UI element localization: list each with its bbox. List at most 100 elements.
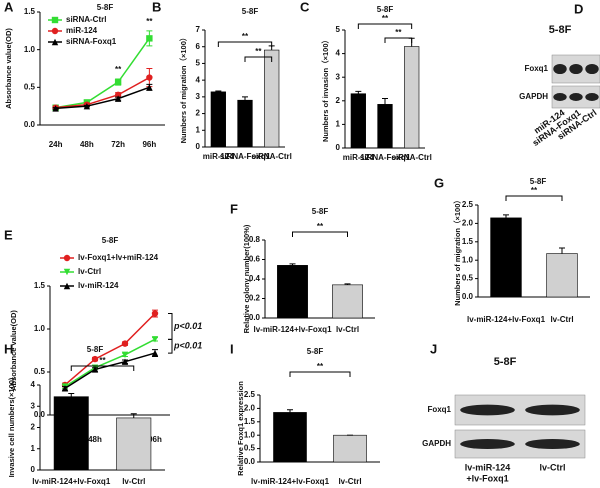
point — [61, 385, 69, 392]
y-axis-label: Numbers of migration（×100） — [178, 34, 188, 144]
error-bar — [344, 283, 351, 285]
y-axis-label: Numbers of migration（×100） — [452, 196, 462, 306]
legend-marker — [63, 254, 71, 262]
significance-bracket — [292, 231, 348, 237]
point — [146, 84, 153, 91]
legend-marker — [51, 16, 59, 24]
panel-letter: A — [4, 0, 14, 14]
chart-title: 5-8F — [377, 5, 394, 14]
row-label: GAPDH — [519, 92, 548, 101]
bar — [332, 284, 363, 319]
point — [146, 74, 153, 81]
x-tick-label: siRNA-Ctrl — [251, 152, 291, 161]
legend-marker — [51, 38, 59, 46]
panel-letter: D — [574, 1, 583, 16]
chart-title: 5-8F — [102, 236, 119, 245]
y-tick-label: 0.5 — [462, 274, 474, 283]
significance-bracket — [357, 23, 413, 29]
legend-label: siRNA-Ctrl — [66, 15, 106, 24]
y-tick-label: 2.5 — [462, 200, 474, 209]
blot-band — [585, 63, 599, 75]
x-tick-label: 24h — [49, 140, 63, 149]
x-tick-label: lv-Ctrl — [338, 477, 361, 486]
y-tick-label: 1.5 — [462, 237, 474, 246]
error-bar — [68, 393, 75, 397]
x-tick-label: siRNA-Foxq1 — [360, 153, 411, 162]
blot-band — [460, 438, 515, 450]
line — [64, 352, 156, 389]
y-tick-label: 0.0 — [249, 313, 261, 322]
error-bar — [130, 413, 137, 418]
y-tick-label: 1 — [196, 125, 201, 134]
y-tick-label: 0.8 — [249, 235, 261, 244]
chart-title: 5-8F — [530, 177, 547, 186]
row-label: Foxq1 — [524, 64, 548, 73]
blot-band — [553, 93, 567, 101]
y-tick-label: 0 — [196, 142, 201, 151]
blot-band — [525, 404, 580, 416]
chart-title: 5-8F — [97, 3, 114, 12]
x-tick-label: lv-miR-124+lv-Foxq1 — [32, 477, 111, 486]
line — [55, 76, 150, 109]
y-axis-label: Absorbance value(OD) — [4, 28, 13, 109]
line — [55, 37, 150, 109]
blot-band — [569, 93, 583, 101]
axis — [49, 286, 170, 416]
point — [121, 351, 129, 358]
blot-band — [553, 63, 567, 75]
error-bar — [503, 214, 509, 218]
significance-label: ** — [317, 362, 324, 371]
y-tick-label: 0 — [336, 143, 341, 152]
significance-bracket — [289, 371, 351, 377]
y-tick-label: 5 — [196, 59, 201, 68]
point — [151, 336, 159, 343]
blot-band — [569, 63, 583, 75]
row-label: GAPDH — [422, 439, 451, 448]
bar — [490, 217, 522, 298]
bar — [264, 49, 280, 148]
x-tick-label: 48h — [80, 140, 94, 149]
significance-bracket — [217, 41, 273, 47]
point — [114, 78, 122, 86]
y-tick-label: 1.0 — [34, 324, 46, 333]
y-tick-label: 0.5 — [34, 367, 46, 376]
y-tick-label: 1 — [31, 444, 36, 453]
y-tick-label: 6 — [196, 42, 201, 51]
legend-marker — [51, 27, 59, 35]
y-tick-label: 0.0 — [244, 457, 256, 466]
y-tick-label: 1 — [336, 120, 341, 129]
point — [114, 95, 122, 102]
y-tick-label: 7 — [196, 25, 201, 34]
bar — [377, 104, 393, 149]
legend-marker — [63, 268, 71, 276]
y-tick-label: 1.5 — [34, 281, 46, 290]
x-tick-label: lv-Ctrl — [122, 477, 145, 486]
panel-letter: C — [300, 0, 310, 14]
panel-letter: I — [230, 341, 234, 356]
significance-label: ** — [317, 222, 324, 231]
y-tick-label: 4 — [336, 49, 341, 58]
y-tick-label: 3 — [31, 401, 36, 410]
chart-title: 5-8F — [242, 7, 259, 16]
point — [83, 102, 91, 110]
y-tick-label: 2 — [336, 96, 341, 105]
y-axis-label: Numbers of invasion（×100） — [320, 36, 330, 142]
significance-label: p<0.01 — [173, 341, 202, 351]
significance-label: ** — [99, 356, 106, 365]
legend-label: lv-miR-124 — [78, 281, 119, 290]
significance-bracket — [70, 365, 135, 371]
legend-marker — [63, 282, 71, 290]
legend-label: siRNA-Foxq1 — [66, 37, 117, 46]
x-tick-label: lv-miR-124+lv-Foxq1 — [467, 315, 546, 324]
significance-label: p<0.01 — [173, 321, 202, 331]
legend-label: lv-Foxq1+lv+miR-124 — [78, 253, 159, 262]
significance-label: ** — [531, 186, 538, 195]
error-bar — [242, 96, 248, 101]
error-bar — [382, 97, 388, 105]
y-tick-label: 2.0 — [462, 219, 474, 228]
error-bar — [215, 90, 222, 92]
bar — [333, 434, 367, 463]
y-tick-label: 0.6 — [249, 255, 261, 264]
y-tick-label: 2.0 — [244, 404, 256, 413]
y-tick-label: 2 — [31, 423, 36, 432]
